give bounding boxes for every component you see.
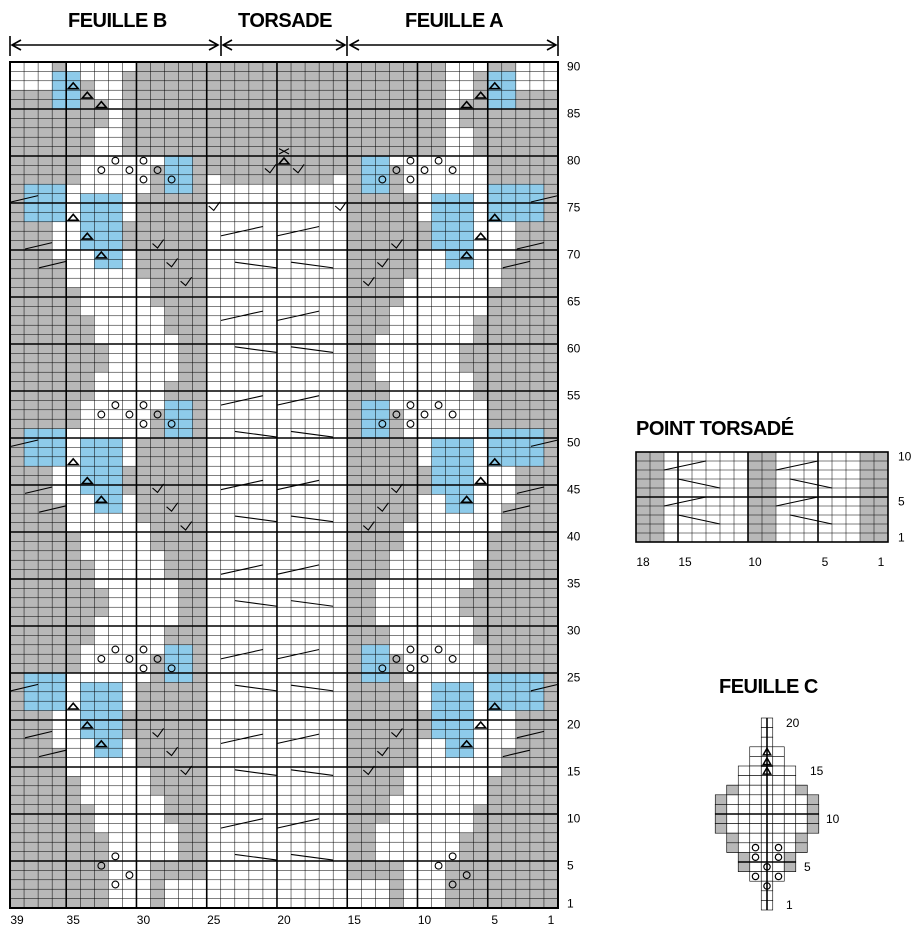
row-number: 30 <box>567 624 581 638</box>
title-point-torsade: POINT TORSADÉ <box>636 418 794 440</box>
column-number: 18 <box>636 555 650 569</box>
row-number: 15 <box>810 764 824 778</box>
row-number: 55 <box>567 389 581 403</box>
row-number: 10 <box>567 812 581 826</box>
column-number: 10 <box>418 913 432 927</box>
row-number: 75 <box>567 201 581 215</box>
column-number: 10 <box>748 555 762 569</box>
point-torsade-chart <box>635 451 889 543</box>
title-feuille-c: FEUILLE C <box>719 676 818 698</box>
column-number: 5 <box>822 555 829 569</box>
column-number: 5 <box>491 913 498 927</box>
column-number: 25 <box>207 913 221 927</box>
row-number: 45 <box>567 483 581 497</box>
column-number: 15 <box>348 913 362 927</box>
row-number: 5 <box>567 859 574 873</box>
column-number: 35 <box>67 913 81 927</box>
row-number: 60 <box>567 342 581 356</box>
column-number: 1 <box>548 913 555 927</box>
column-number: 30 <box>137 913 151 927</box>
row-number: 20 <box>786 716 800 730</box>
row-number: 5 <box>898 495 905 509</box>
row-number: 20 <box>567 718 581 732</box>
row-number: 10 <box>898 450 912 464</box>
row-number: 1 <box>567 896 574 910</box>
column-number: 1 <box>878 555 885 569</box>
row-number: 15 <box>567 765 581 779</box>
chart-stitch-symbols <box>10 81 559 889</box>
column-number: 39 <box>10 913 24 927</box>
row-number: 40 <box>567 530 581 544</box>
chart-thick-lines <box>9 61 559 909</box>
header-feuille-b: FEUILLE B <box>68 10 167 32</box>
header-torsade: TORSADE <box>238 10 332 32</box>
row-number: 70 <box>567 248 581 262</box>
row-number: 25 <box>567 671 581 685</box>
row-number: 10 <box>826 812 840 826</box>
column-number: 20 <box>277 913 291 927</box>
main-chart <box>9 61 559 909</box>
feuille-c-chart <box>714 717 820 911</box>
row-number: 35 <box>567 577 581 591</box>
row-number: 85 <box>567 107 581 121</box>
chart-top-notches <box>10 62 558 908</box>
row-number: 90 <box>567 60 581 74</box>
row-number: 1 <box>898 531 905 545</box>
row-number: 5 <box>804 860 811 874</box>
column-number: 15 <box>678 555 692 569</box>
section-arrows <box>9 36 559 56</box>
row-number: 1 <box>786 898 793 912</box>
row-number: 65 <box>567 295 581 309</box>
header-feuille-a: FEUILLE A <box>405 10 504 32</box>
row-number: 80 <box>567 154 581 168</box>
row-number: 50 <box>567 436 581 450</box>
